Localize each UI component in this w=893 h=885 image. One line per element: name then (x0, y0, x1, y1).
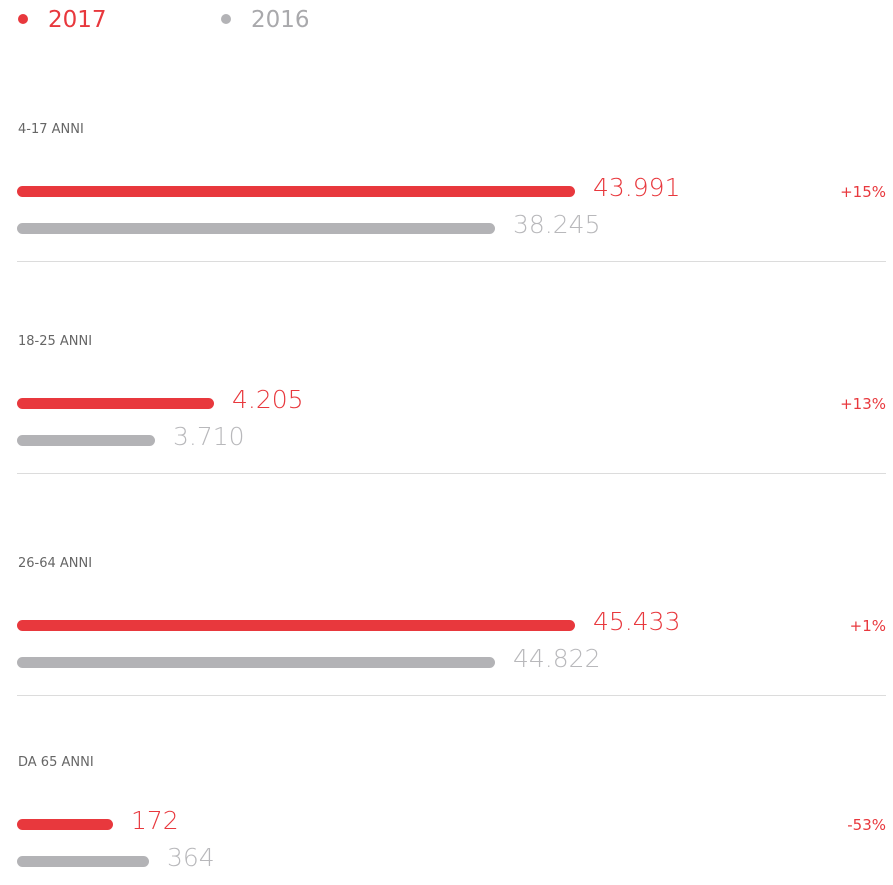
value-2016: 38.245 (513, 210, 601, 239)
bar-2017 (17, 620, 575, 631)
value-2017: 172 (131, 806, 179, 835)
separator (17, 261, 886, 262)
change: +1% (849, 617, 886, 635)
group-label: DA 65 ANNI (18, 755, 94, 770)
bar-2017 (17, 819, 113, 830)
bar-2016 (17, 435, 155, 446)
change: +15% (840, 183, 886, 201)
value-2017: 45.433 (593, 607, 681, 636)
group-label: 4-17 ANNI (18, 122, 84, 137)
value-2016: 44.822 (513, 644, 601, 673)
value-2017: 43.991 (593, 173, 681, 202)
value-2016: 364 (167, 843, 215, 872)
separator (17, 695, 886, 696)
value-2017: 4.205 (232, 385, 304, 414)
legend-label: 2017 (48, 7, 107, 33)
bar-2017 (17, 398, 214, 409)
legend-dot (221, 14, 231, 24)
bar-2016 (17, 223, 495, 234)
group-label: 18-25 ANNI (18, 334, 93, 349)
bar-2016 (17, 856, 149, 867)
legend-dot (18, 14, 28, 24)
change: +13% (840, 395, 886, 413)
group-label: 26-64 ANNI (18, 556, 93, 571)
bar-2016 (17, 657, 495, 668)
change: -53% (847, 816, 886, 834)
value-2016: 3.710 (173, 422, 245, 451)
bar-2017 (17, 186, 575, 197)
legend-label: 2016 (251, 7, 310, 33)
separator (17, 473, 886, 474)
